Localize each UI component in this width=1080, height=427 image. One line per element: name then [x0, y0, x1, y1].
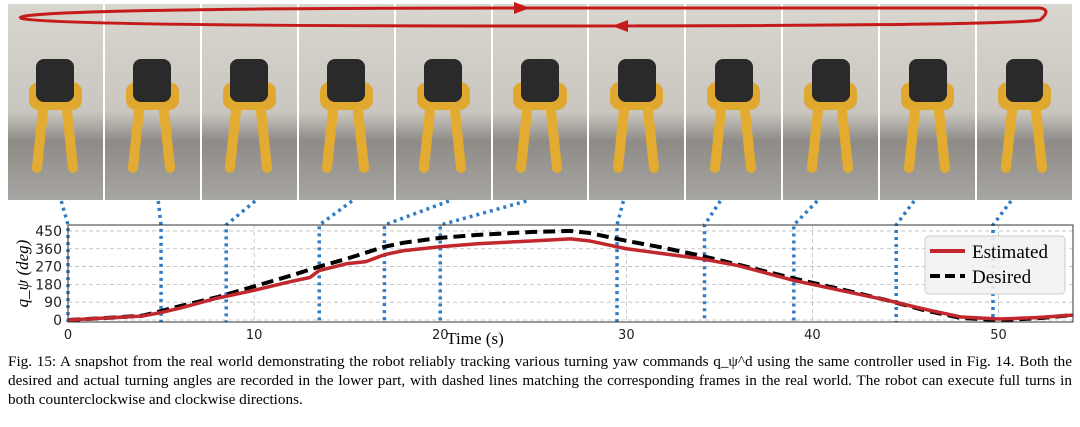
x-tick-label: 40: [804, 328, 821, 343]
series-estimated: [67, 237, 1074, 322]
legend-label: Desired: [972, 267, 1032, 288]
frame-marker-line: [156, 200, 163, 322]
x-tick-label: 20: [432, 328, 449, 343]
x-tick-label: 30: [618, 328, 635, 343]
frame-marker-line: [224, 199, 257, 322]
robot-body: [36, 58, 75, 102]
series-desired: [67, 228, 1074, 323]
arrowhead-ccw: [514, 2, 530, 14]
y-tick-label: 90: [44, 295, 62, 311]
legend-label: Estimated: [972, 242, 1048, 263]
photo-frame: [201, 4, 297, 200]
y-tick-label: 270: [35, 260, 62, 276]
y-tick-label: 0: [53, 313, 62, 329]
robot-body: [908, 58, 947, 102]
frame-marker-line: [615, 200, 626, 322]
y-tick-label: 360: [35, 242, 62, 258]
photo-frame: [977, 4, 1072, 200]
frame-marker-line: [438, 199, 527, 322]
frame-marker-line: [382, 199, 450, 322]
photo-frame: [395, 4, 491, 200]
robot-body: [230, 58, 269, 102]
photo-frame: [783, 4, 879, 200]
frame-markers: [59, 199, 1013, 322]
turn-path: [18, 6, 1048, 28]
photo-frame: [298, 4, 394, 200]
y-tick-label: 450: [35, 224, 62, 240]
photo-frame: [8, 4, 103, 200]
robot-body: [327, 58, 366, 102]
robot-body: [811, 58, 850, 102]
photo-frame: [104, 4, 200, 200]
robot-body: [617, 58, 656, 102]
series-lines: [67, 228, 1074, 323]
robot-body: [424, 58, 463, 102]
frame-marker-line: [792, 199, 819, 322]
robot-body: [133, 58, 172, 102]
robot-body: [1005, 58, 1044, 102]
y-tick-label: 180: [35, 277, 62, 293]
arrowhead-cw: [612, 20, 628, 32]
x-tick-label: 0: [64, 328, 72, 343]
legend: Estimated Desired: [924, 235, 1066, 295]
figure-caption: Fig. 15: A snapshot from the real world …: [8, 353, 1072, 408]
x-tick-label: 50: [990, 328, 1007, 343]
plot-frame: [67, 224, 1074, 323]
turn-direction-arrows: [18, 2, 1048, 32]
frame-marker-line: [59, 200, 70, 322]
x-axis-label: Time (s): [446, 329, 503, 348]
robot-body: [714, 58, 753, 102]
photo-frame: [880, 4, 976, 200]
photo-frame: [686, 4, 782, 200]
frame-marker-line: [317, 199, 354, 322]
y-axis-label: q_ψ (deg): [13, 239, 32, 307]
photo-frame: [492, 4, 588, 200]
robot-snapshot-frames: [8, 4, 1072, 200]
x-tick-label: 10: [246, 328, 263, 343]
photo-frame: [589, 4, 685, 200]
robot-body: [521, 58, 559, 102]
